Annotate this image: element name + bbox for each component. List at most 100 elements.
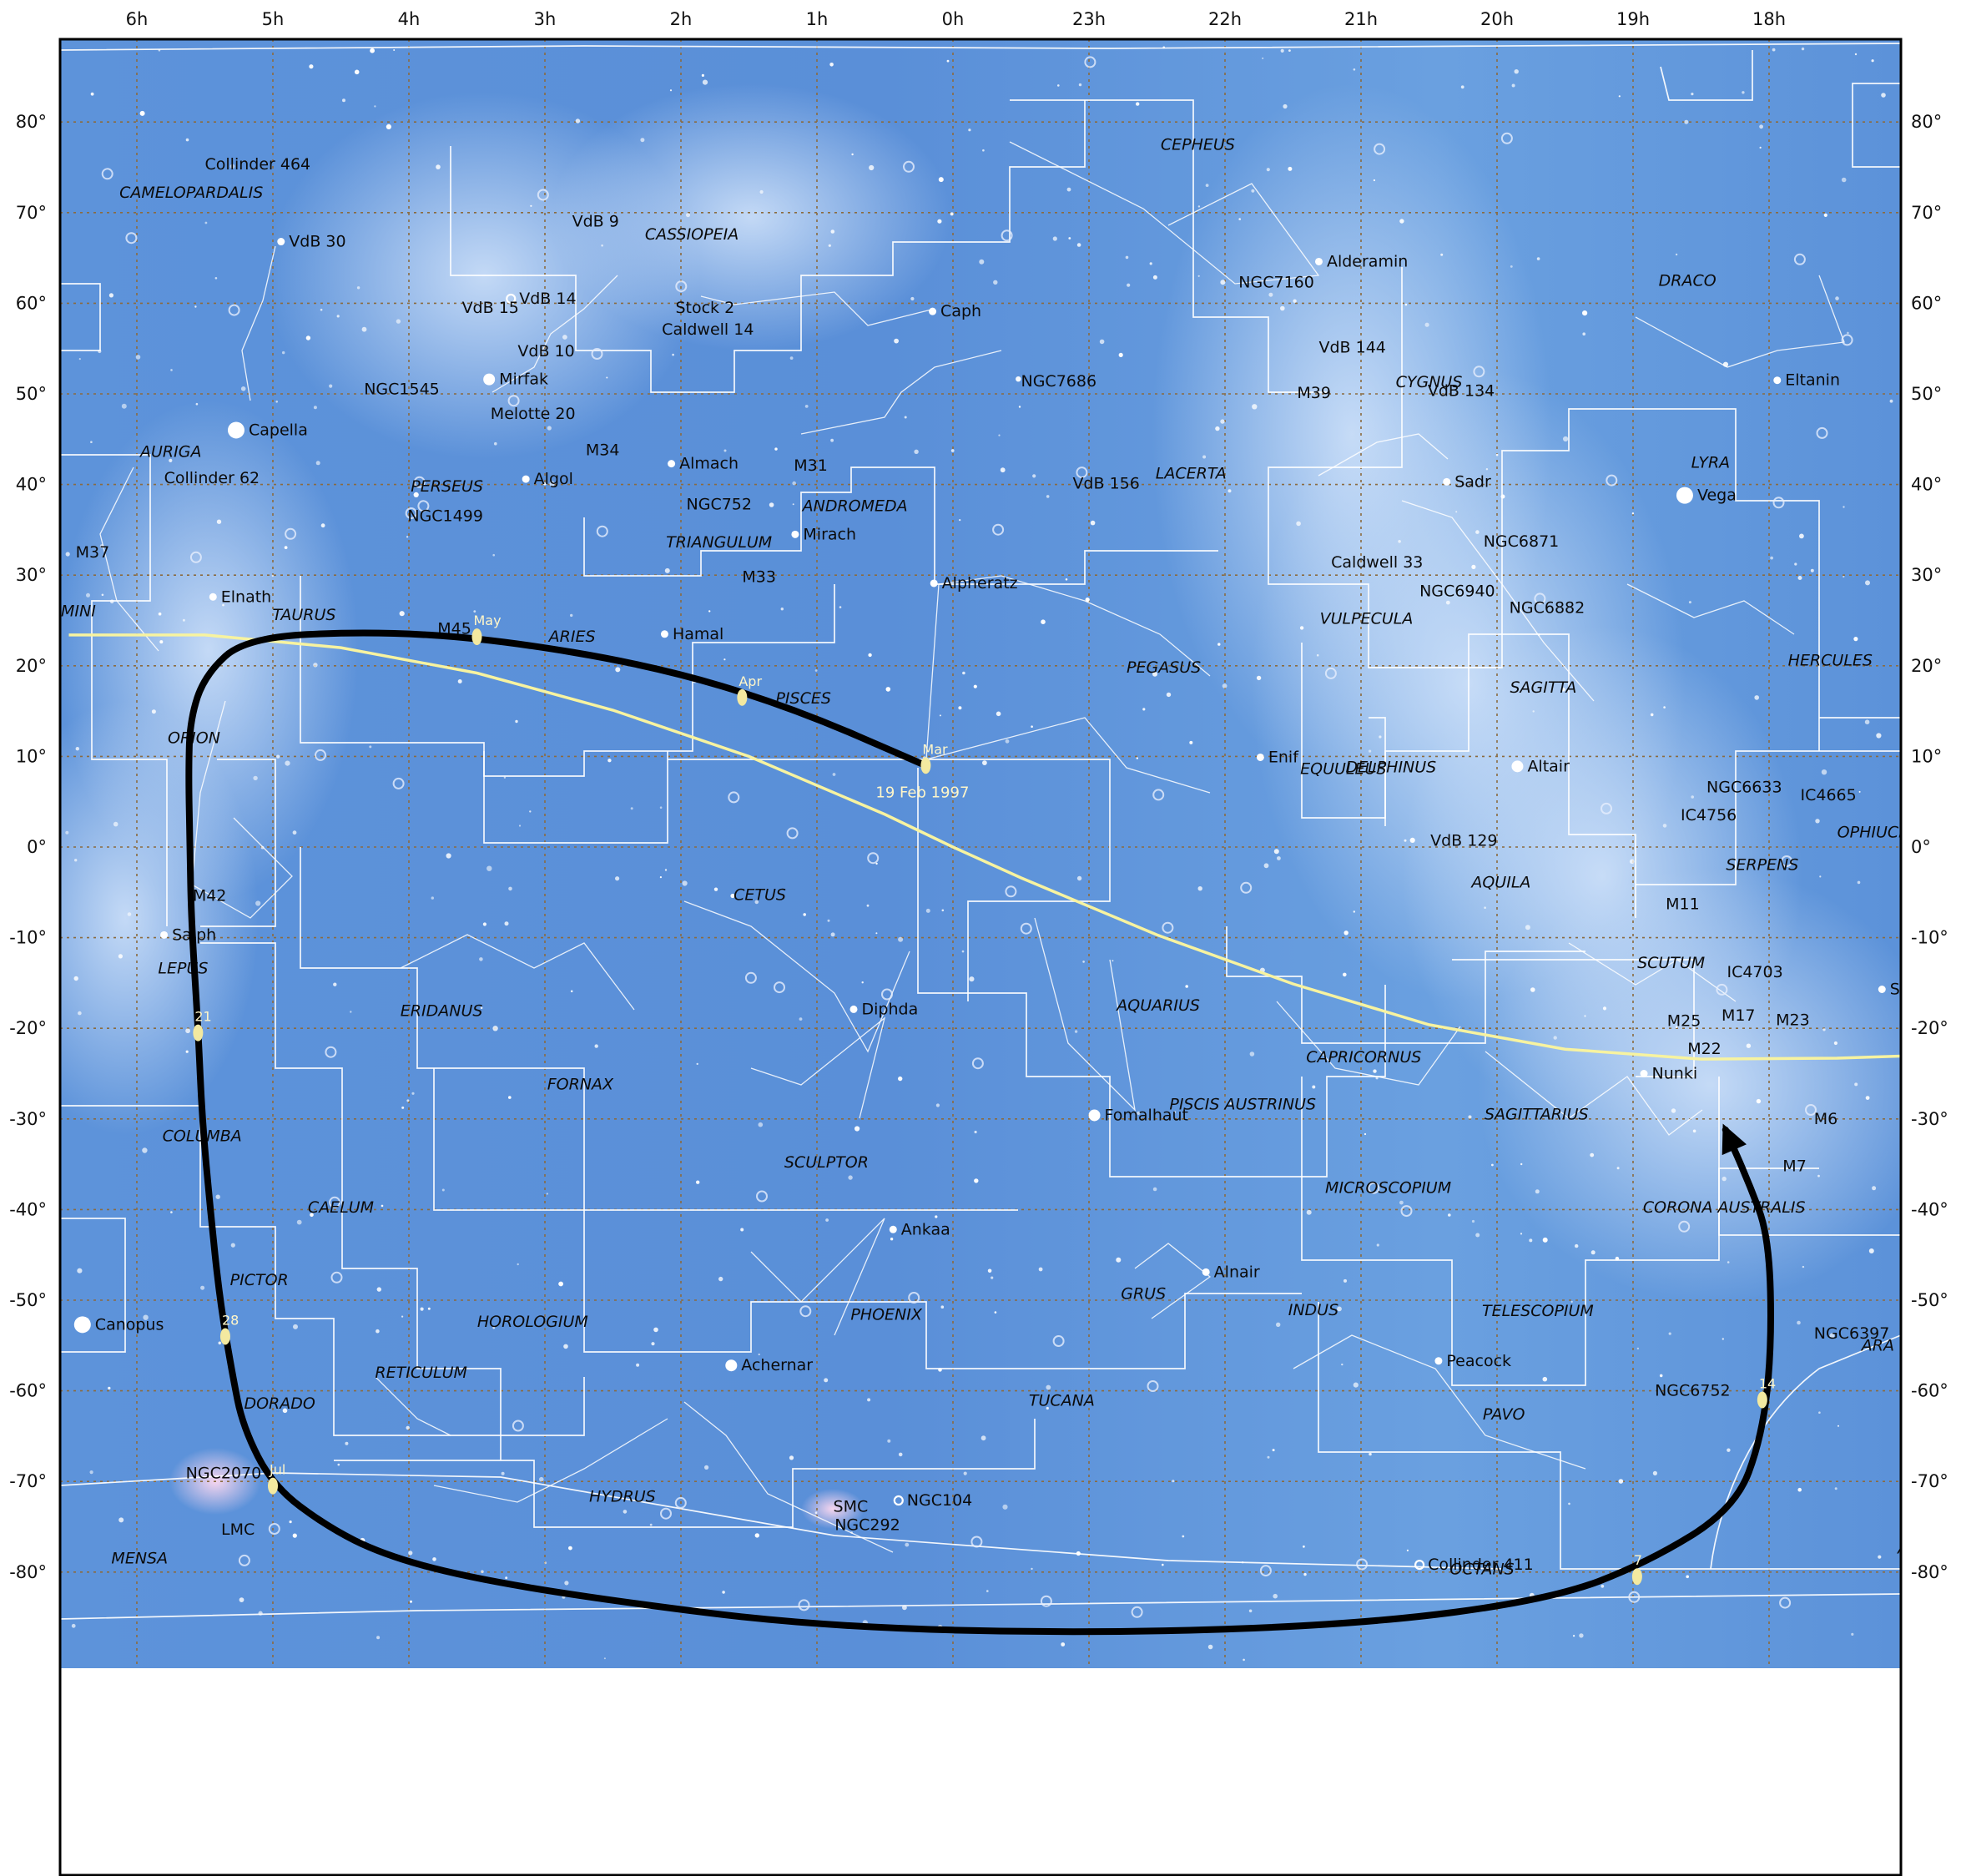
star [1296,521,1301,527]
star [759,189,764,194]
cluster-marker [728,791,740,804]
star [1872,1186,1877,1191]
star [121,403,127,409]
star [623,1510,628,1514]
star [1215,426,1220,431]
star [905,1542,910,1547]
star [271,574,274,577]
star [1868,1248,1874,1253]
constellation-label: SAGITTA [1510,678,1576,697]
constellation-label: ANDROMEDA [801,497,908,516]
star [1847,331,1849,335]
star [789,1455,794,1460]
star [329,384,333,388]
star [959,519,961,522]
star [839,606,842,608]
cluster-marker [675,280,688,293]
star [194,305,197,308]
star [408,1551,413,1556]
star [938,177,944,183]
constellation-label: CASSIOPEIA [645,225,739,244]
cluster-marker [1147,1380,1159,1392]
star [185,1028,191,1034]
star [659,876,663,879]
object-label: M31 [794,456,828,475]
star [309,64,314,69]
dec-axis-label-left: 40° [16,475,47,495]
object-label: Altair [1527,757,1570,775]
object-label: VdB 15 [462,299,519,317]
ra-axis-label: 5h [262,9,285,29]
object-label: Achernar [741,1356,813,1374]
star [1267,1455,1270,1459]
star [993,280,998,285]
star [1833,1041,1837,1046]
star [1303,1572,1307,1576]
star [508,886,512,891]
star [758,1122,764,1127]
star [1460,85,1464,89]
star [494,441,497,446]
constellation-label: HYDRUS [589,1488,656,1506]
object-marker [1314,257,1323,265]
boundary-segment [1452,959,1695,1077]
object-marker [930,579,938,588]
constellation-label: ERIDANUS [401,1002,483,1021]
star [850,1531,853,1534]
star [987,1268,992,1273]
star [1172,1480,1175,1483]
object-label: Peacock [1446,1352,1511,1370]
star [1675,253,1678,256]
star [1700,962,1702,966]
star [505,1576,508,1580]
cluster-marker [1259,1565,1272,1577]
object-label: VdB 134 [1428,382,1495,401]
star [101,593,104,597]
star [1127,283,1131,287]
star [974,1130,977,1134]
figure-line [700,291,935,326]
cluster-marker [881,988,893,1001]
star [1561,688,1565,692]
boundary-segment [1636,750,1901,885]
star [206,1467,209,1470]
star [185,1050,189,1053]
boundary-segment [1268,267,1820,751]
object-label: Fomalhaut [1105,1106,1188,1124]
cluster-marker [1052,1335,1065,1347]
cluster-marker [1356,1558,1369,1571]
star [292,1533,297,1538]
cluster-marker [512,1420,524,1432]
cluster-marker [1368,1182,1380,1194]
star [606,376,608,379]
star [1445,600,1450,605]
star [1288,49,1291,52]
figure-line [1318,433,1449,477]
star [1858,790,1861,793]
star [296,1219,302,1225]
star [848,1175,853,1180]
star [1288,166,1293,171]
cluster-marker [1240,881,1253,894]
star [86,593,90,598]
star [1843,575,1845,578]
star [994,1311,997,1314]
ra-axis-label: 19h [1616,9,1650,29]
object-label: NGC6882 [1510,598,1585,617]
object-marker [160,930,169,939]
star [354,69,360,75]
object-label: Alderamin [1327,252,1408,270]
star [1399,1200,1404,1205]
star [1283,103,1288,109]
star [399,611,405,617]
object-label: Alnair [1214,1263,1260,1281]
object-label: M37 [76,543,110,562]
star [1854,1082,1858,1087]
axis-labels: 6h 5h 4h 3h 2h 1h 0h 23h 22h 21h 20h 19h 18h80°70°60… [9,9,1948,1582]
boundary-segment [583,466,1218,585]
star [1440,253,1444,256]
cluster-marker [1841,334,1853,346]
star [158,48,161,52]
star [1099,339,1105,345]
